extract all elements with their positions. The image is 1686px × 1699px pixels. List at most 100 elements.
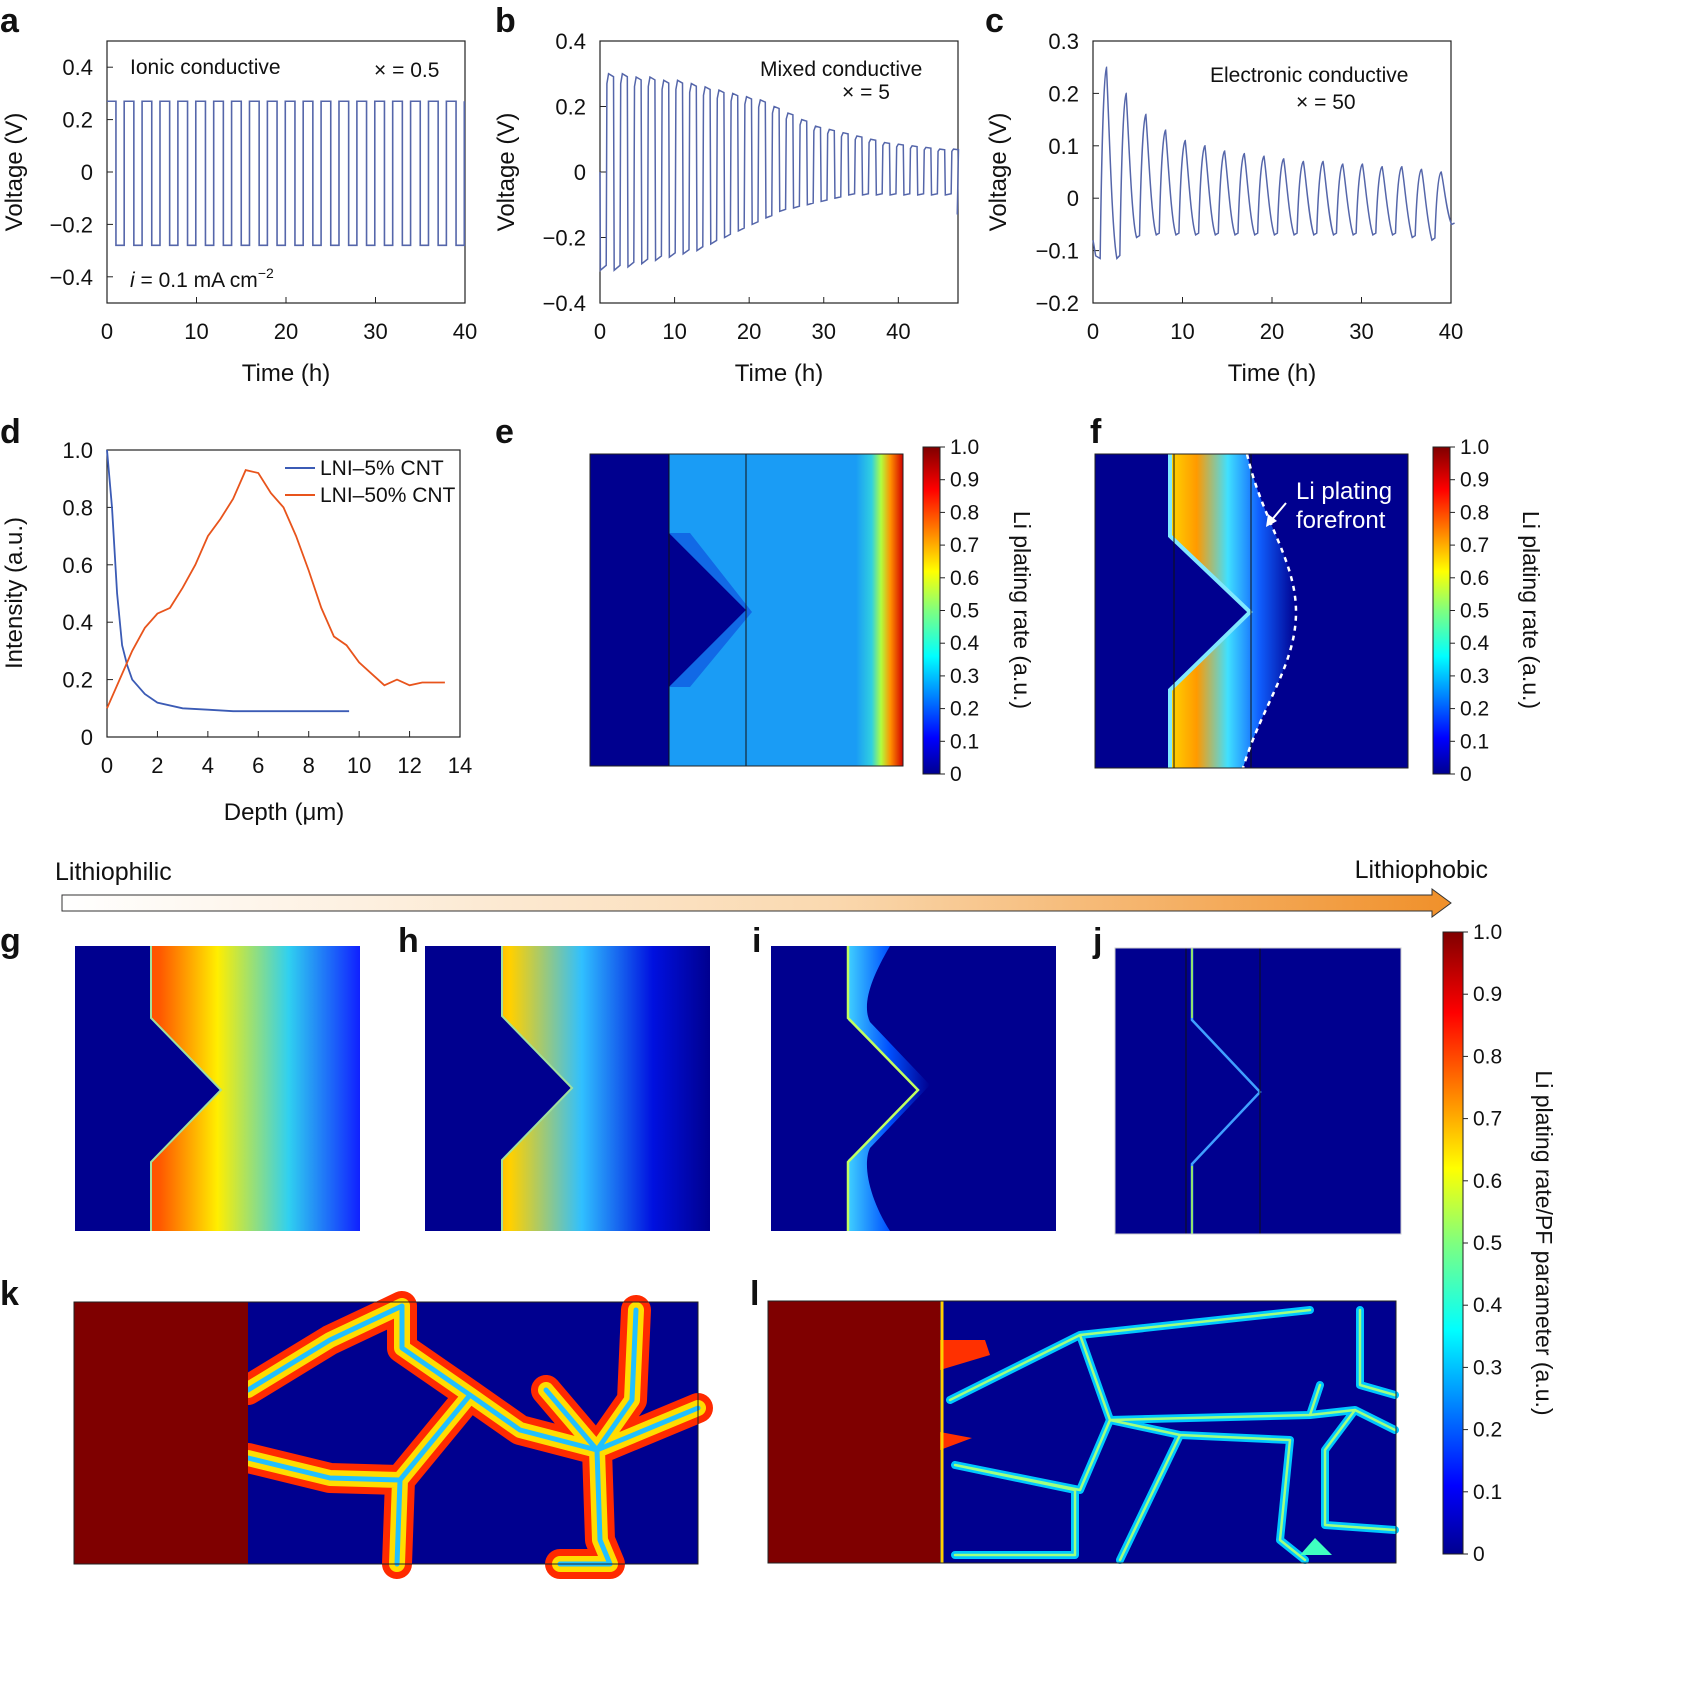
panel-letters: a b c d e f g h i j k l	[0, 2, 1102, 1313]
axis-c-xtick-label: 10	[1170, 319, 1194, 344]
map-l-frame	[767, 1300, 1397, 1564]
axis-a-xtick-label: 20	[274, 319, 298, 344]
colorbar-tick-label: 0.8	[950, 501, 979, 524]
axis-a-ytick-label: 0	[81, 160, 93, 185]
simulation-map-i	[771, 946, 1056, 1231]
colorbar-tick-label: 1.0	[950, 436, 979, 459]
axis-a-xtick-label: 30	[363, 319, 387, 344]
colorbar-tick-label: 0.2	[950, 698, 979, 721]
phase-field-map-k	[73, 1291, 713, 1579]
current-exponent: −2	[258, 265, 274, 281]
panel-label-j: j	[1092, 922, 1102, 960]
axis-b-ytick-label: −0.4	[543, 291, 586, 316]
colorbar-tick-label: 0.6	[1473, 1170, 1502, 1193]
chart-d: 0 2 4 6 8 10 12 14 1.0 0.8 0.6 0.4 0.2 0 LNI–5% CNT L…	[1, 438, 472, 826]
colorbar-tick-label: 0.2	[1473, 1419, 1502, 1442]
colorbar-tick-label: 0.3	[1460, 665, 1489, 688]
wettability-gradient-arrow: Lithiophilic Lithiophobic	[55, 856, 1488, 918]
colorbar-tick-label: 0.3	[950, 665, 979, 688]
map-l-boundary-core	[948, 1308, 1397, 1562]
colorbar-tick-label: 0.9	[1460, 469, 1489, 492]
panel-label-k: k	[0, 1275, 19, 1313]
colorbar-tick-label: 0	[950, 763, 962, 786]
colorbar-large-ticks: 1.0 0.9 0.8 0.7 0.6 0.5 0.4 0.3 0.2 0.1 0	[1463, 921, 1503, 1566]
colorbar-tick-label: 0.5	[950, 600, 979, 623]
axis-c-ytick-label: 0	[1067, 186, 1079, 211]
axis-d-ytick-label: 0.4	[62, 610, 93, 635]
forefront-annotation-line1: Li plating	[1296, 478, 1392, 505]
map-f-plating-zone	[1172, 454, 1296, 768]
annotation-c-factor: × = 50	[1296, 91, 1356, 114]
panel-label-e: e	[495, 413, 514, 451]
map-k-lithium-metal	[74, 1302, 248, 1564]
axis-a-ytick-label: −0.2	[50, 212, 93, 237]
colorbar-tick-label: 0.1	[1460, 730, 1489, 753]
map-i-interface	[846, 946, 920, 1231]
forefront-arrow-head	[1266, 514, 1277, 527]
colorbar-tick-label: 0.7	[950, 534, 979, 557]
colorbar-f: 1.0 0.9 0.8 0.7 0.6 0.5 0.4 0.3 0.2 0.1 0 Li plati…	[1432, 436, 1544, 786]
panel-label-h: h	[398, 922, 419, 960]
colorbar-f-ticks: 1.0 0.9 0.8 0.7 0.6 0.5 0.4 0.3 0.2 0.1 0	[1450, 436, 1490, 786]
axis-a-ytick-label: 0.2	[62, 108, 93, 133]
axis-a-ytick-label: −0.4	[50, 265, 93, 290]
map-i-electrode-tip	[850, 1022, 916, 1158]
simulation-map-h	[425, 946, 710, 1231]
ticks-c: 0 10 20 30 40 0.3 0.2 0.1 0 −0.1 −0.2	[1036, 29, 1464, 344]
simulation-map-e	[589, 453, 904, 767]
simulation-map-j	[1114, 947, 1402, 1235]
colorbar-e: 1.0 0.9 0.8 0.7 0.6 0.5 0.4 0.3 0.2 0.1 0 Li plati…	[922, 436, 1035, 786]
ticks-b: 0 10 20 30 40 0.4 0.2 0 −0.2 −0.4	[543, 29, 960, 344]
axis-b-xtick-label: 0	[594, 319, 606, 344]
colorbar-tick-label: 0.6	[950, 567, 979, 590]
series-d-lni-50-cnt	[106, 469, 445, 709]
y-axis-label-a: Voltage (V)	[1, 113, 28, 232]
colorbar-tick-label: 0.4	[1473, 1294, 1503, 1317]
legend-label-lni-5: LNI–5% CNT	[320, 457, 444, 480]
colorbar-tick-label: 0.4	[950, 632, 980, 655]
axis-a-xtick-label: 10	[184, 319, 208, 344]
colorbar-e-ticks: 1.0 0.9 0.8 0.7 0.6 0.5 0.4 0.3 0.2 0.1 0	[940, 436, 980, 786]
map-f-tip-core	[1176, 541, 1248, 685]
x-axis-label-b: Time (h)	[735, 360, 823, 387]
colorbar-e-label: Li plating rate (a.u.)	[1009, 511, 1035, 709]
annotation-b-factor: × = 5	[842, 81, 890, 104]
label-lithiophobic: Lithiophobic	[1355, 856, 1488, 884]
series-b-voltage	[599, 72, 960, 272]
axis-a-xtick-label: 40	[453, 319, 477, 344]
colorbar-tick-label: 0.1	[950, 730, 979, 753]
map-l-lithium-metal	[768, 1301, 940, 1563]
axis-d-xtick-label: 0	[101, 753, 113, 778]
axis-c-xtick-label: 0	[1087, 319, 1099, 344]
y-axis-label-c: Voltage (V)	[985, 113, 1012, 232]
annotation-a-factor: × = 0.5	[374, 59, 439, 82]
panel-label-c: c	[985, 2, 1004, 40]
panel-label-d: d	[0, 413, 21, 451]
colorbar-tick-label: 0	[1460, 763, 1472, 786]
axis-c-ytick-label: 0.3	[1048, 29, 1079, 54]
label-lithiophilic: Lithiophilic	[55, 858, 172, 886]
axis-c-ytick-label: 0.2	[1048, 81, 1079, 106]
axis-d-ytick-label: 0.6	[62, 553, 93, 578]
axis-c-ytick-label: 0.1	[1048, 134, 1079, 159]
colorbar-tick-label: 0.1	[1473, 1481, 1502, 1504]
x-axis-label-d: Depth (μm)	[224, 799, 345, 826]
axis-b-xtick-label: 10	[662, 319, 686, 344]
colorbar-f-label: Li plating rate (a.u.)	[1518, 511, 1544, 709]
axis-c-ytick-label: −0.1	[1036, 239, 1079, 264]
simulation-map-f: Li plating forefront	[1094, 453, 1409, 769]
map-g-interface	[150, 946, 223, 1231]
map-e-tip-halo	[669, 533, 752, 687]
map-j-frame	[1114, 947, 1402, 1235]
map-f-interface	[1168, 454, 1253, 768]
axis-b-ytick-label: 0.4	[555, 29, 586, 54]
colorbar-large-label: Li plating rate/PF parameter (a.u.)	[1531, 1070, 1557, 1415]
axis-d-xtick-label: 12	[397, 753, 421, 778]
axis-a-ytick-label: 0.4	[62, 55, 93, 80]
colorbar-tick-label: 0.8	[1460, 501, 1489, 524]
x-axis-label-c: Time (h)	[1228, 360, 1316, 387]
series-c-voltage	[1092, 66, 1455, 260]
colorbar-tick-label: 0.3	[1473, 1356, 1502, 1379]
panel-label-b: b	[495, 2, 516, 40]
axis-d-xtick-label: 2	[151, 753, 163, 778]
